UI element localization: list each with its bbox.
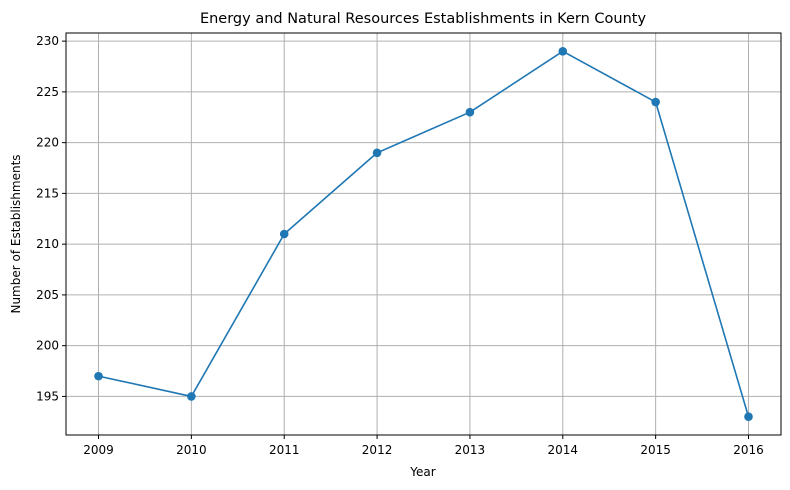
y-tick-label: 200 (36, 339, 59, 353)
x-tick-label: 2012 (362, 443, 393, 457)
x-tick-label: 2015 (640, 443, 671, 457)
data-point (558, 46, 568, 56)
y-axis: 195 200 205 210 215 220 225 230 (36, 34, 66, 403)
y-axis-label: Number of Establishments (9, 154, 23, 313)
y-tick-label: 225 (36, 85, 59, 99)
chart-title: Energy and Natural Resources Establishme… (200, 11, 646, 27)
data-point (279, 229, 289, 239)
x-tick-label: 2016 (733, 443, 764, 457)
x-tick-label: 2010 (176, 443, 207, 457)
x-tick-label: 2009 (83, 443, 114, 457)
y-tick-label: 210 (36, 237, 59, 251)
series-line (98, 50, 750, 417)
y-tick-label: 195 (36, 389, 59, 403)
x-axis: 2009 2010 2011 2012 2013 2014 2015 2016 (83, 435, 764, 457)
series-group (94, 46, 753, 422)
x-tick-label: 2011 (269, 443, 300, 457)
x-axis-label: Year (409, 465, 435, 479)
y-tick-label: 215 (36, 186, 59, 200)
y-tick-label: 220 (36, 136, 59, 150)
data-point (651, 97, 660, 107)
y-tick-label: 230 (36, 34, 59, 48)
x-tick-label: 2013 (455, 443, 486, 457)
data-point (372, 148, 382, 158)
y-tick-label: 205 (36, 288, 59, 302)
plot-frame (65, 32, 782, 436)
x-tick-label: 2014 (548, 443, 579, 457)
data-point (744, 412, 753, 422)
data-point (187, 392, 196, 401)
data-point (465, 107, 475, 117)
grid-lines (66, 33, 781, 435)
data-point (94, 371, 103, 381)
